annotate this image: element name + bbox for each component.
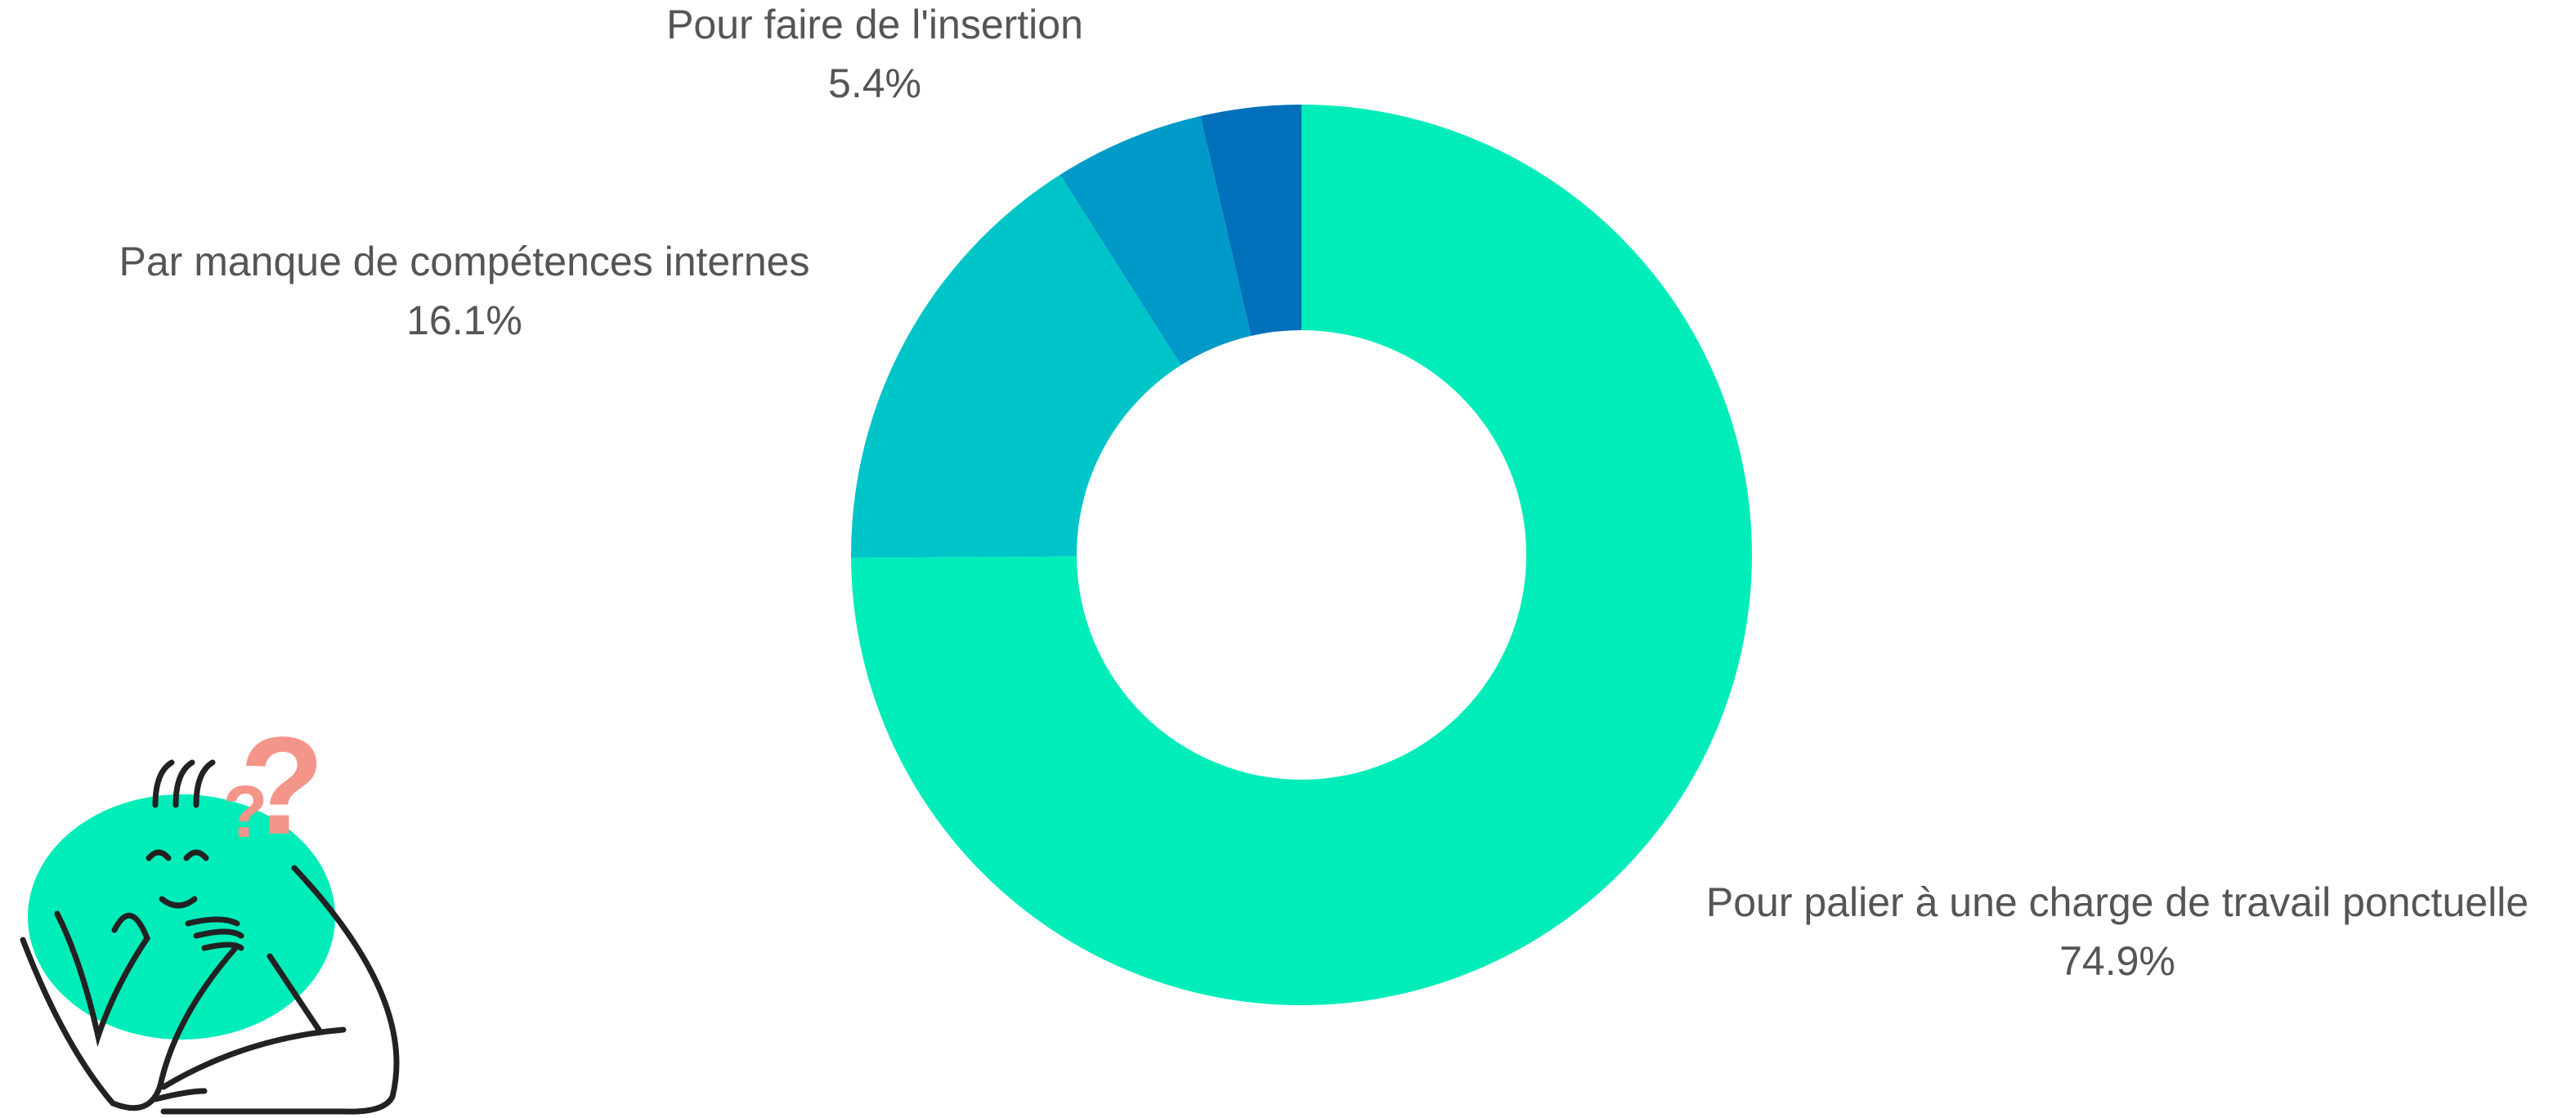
slice-label: Pour palier à une charge de travail ponc… [1706, 879, 2529, 925]
donut-slice [851, 174, 1181, 558]
donut-slice [851, 105, 1752, 1005]
donut-slice [1200, 105, 1301, 337]
person [20, 759, 400, 1115]
blob [28, 794, 335, 1040]
slice-value-label: 74.9% [2059, 938, 2175, 984]
donut-slice [1060, 116, 1252, 365]
slice-label: Pour faire de l'insertion [666, 2, 1083, 47]
slice-label: Par manque de compétences internes [119, 239, 810, 284]
slice-value-label: 16.1% [406, 297, 522, 343]
slice-value-label: 5.4% [828, 60, 921, 106]
question-mark: ? [240, 709, 325, 864]
question-mark: ? [223, 771, 268, 853]
illustration: ? ? [20, 709, 400, 1115]
donut-chart: Pour palier à une charge de travail ponc… [119, 2, 2529, 1005]
